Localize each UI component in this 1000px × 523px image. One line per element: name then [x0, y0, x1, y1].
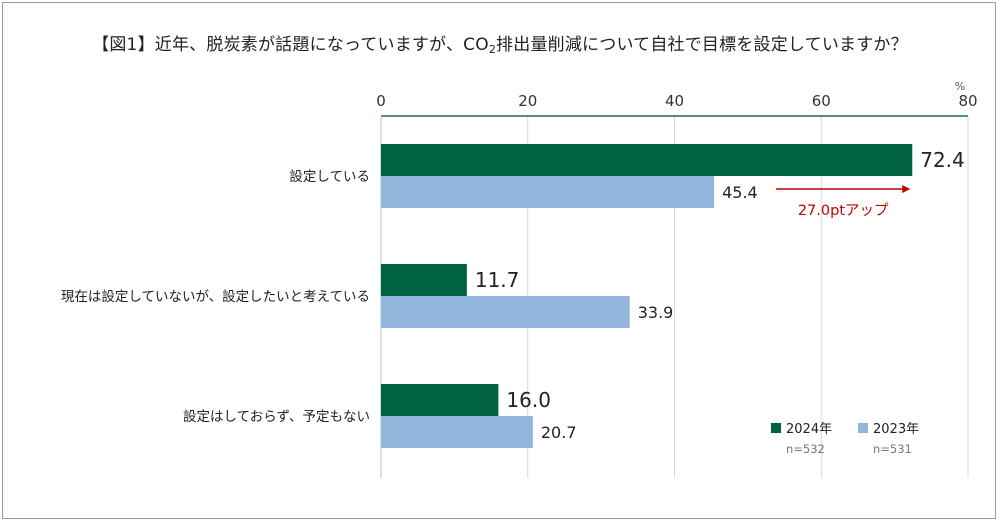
- legend-label: 2024年: [786, 422, 832, 437]
- legend-swatch: [771, 423, 781, 433]
- title-prefix: 【図1】近年、脱炭素が話題になっていますが、CO: [92, 35, 489, 55]
- tick-label: 60: [812, 92, 831, 110]
- data-label: 45.4: [722, 183, 758, 202]
- chart-title: 【図1】近年、脱炭素が話題になっていますが、CO2排出量削減について自社で目標を…: [0, 30, 1000, 56]
- data-label: 20.7: [541, 423, 577, 442]
- bar: [381, 176, 715, 208]
- bar: [381, 264, 467, 296]
- data-label: 16.0: [506, 388, 551, 412]
- bar: [381, 296, 630, 328]
- annotation-text: 27.0ptアップ: [798, 202, 889, 219]
- title-subscript: 2: [488, 43, 497, 56]
- legend-n: n=531: [873, 442, 912, 456]
- tick-label: 40: [665, 92, 684, 110]
- data-label: 11.7: [475, 268, 520, 292]
- tick-label: 80: [958, 92, 977, 110]
- unit-label: %: [955, 80, 965, 93]
- legend-swatch: [858, 423, 868, 433]
- category-label: 設定している: [289, 169, 370, 185]
- tick-label: 0: [376, 92, 386, 110]
- title-suffix: 排出量削減について自社で目標を設定していますか？: [496, 35, 908, 55]
- bar: [381, 144, 913, 176]
- legend-n: n=532: [786, 442, 825, 456]
- data-label: 72.4: [920, 148, 965, 172]
- bar: [381, 416, 533, 448]
- bar: [381, 384, 499, 416]
- annotation-arrowhead: [902, 185, 911, 193]
- category-label: 現在は設定していないが、設定したいと考えている: [61, 289, 370, 305]
- data-label: 33.9: [638, 303, 674, 322]
- legend-label: 2023年: [873, 422, 919, 437]
- category-label: 設定はしておらず、予定もない: [183, 409, 370, 425]
- tick-label: 20: [518, 92, 537, 110]
